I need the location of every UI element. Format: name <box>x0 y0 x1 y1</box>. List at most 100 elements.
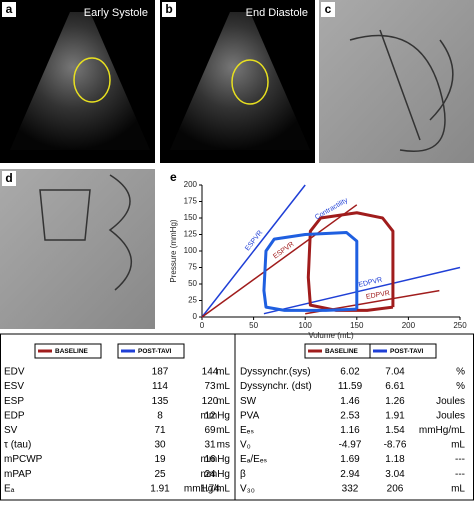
table-cell: ESV <box>4 381 24 392</box>
table-cell: Eₐ/Eₑₛ <box>240 454 268 465</box>
table-cell: Eₑₛ <box>240 425 254 436</box>
table-cell: 69 <box>204 425 216 436</box>
table-cell: 332 <box>342 483 359 494</box>
table-cell: mL <box>216 381 230 392</box>
table-cell: mmHg <box>201 469 230 480</box>
x-tick-label: 0 <box>200 321 205 330</box>
table-cell: EDP <box>4 410 25 421</box>
y-axis-label: Pressure (mmHg) <box>169 219 178 282</box>
table-cell: 12 <box>204 410 216 421</box>
table-cell: 11.59 <box>338 381 363 392</box>
panel-label: b <box>165 2 172 16</box>
x-tick-label: 250 <box>453 321 467 330</box>
table-cell: -8.76 <box>384 440 407 451</box>
table-cell: 31 <box>204 440 216 451</box>
table-cell: 2.53 <box>340 410 360 421</box>
table-cell: β <box>240 469 246 480</box>
table-cell: mmHg/mL <box>184 483 231 494</box>
table-cell: 206 <box>387 483 404 494</box>
table-cell: PVA <box>240 410 260 421</box>
highlight <box>231 59 269 105</box>
relation-line <box>263 266 461 315</box>
legend-box <box>34 343 102 359</box>
table-cell: % <box>456 381 465 392</box>
relation-line <box>201 204 358 318</box>
panel-label: c <box>325 2 332 16</box>
legend-box <box>117 343 185 359</box>
legend-label: POST-TAVI <box>390 348 424 355</box>
y-tick-label: 150 <box>184 213 198 222</box>
table-cell: 71 <box>154 425 166 436</box>
y-tick-label: 25 <box>188 296 197 305</box>
x-tick-label: 150 <box>350 321 364 330</box>
table-cell: mPCWP <box>4 454 43 465</box>
y-tick-label: 175 <box>184 197 198 206</box>
table-cell: τ (tau) <box>4 440 31 451</box>
y-tick-label: 200 <box>184 180 198 189</box>
panel-label: a <box>6 2 13 16</box>
pv-loop <box>262 231 359 312</box>
table-frame <box>0 333 474 501</box>
table-cell: SW <box>240 396 257 407</box>
table-cell: V₃₀ <box>240 483 255 494</box>
table-cell: 187 <box>152 367 169 378</box>
table-cell: mmHg <box>201 410 230 421</box>
table-cell: 73 <box>204 381 216 392</box>
panel-label-box <box>321 2 335 17</box>
table-cell: Dyssynchr.(sys) <box>240 367 311 378</box>
wire <box>349 29 454 152</box>
table-cell: 1.46 <box>340 396 360 407</box>
table-cell: 19 <box>154 454 166 465</box>
table-cell: 144 <box>202 367 219 378</box>
table-cell: 1.91 <box>150 483 170 494</box>
table-cell: Eₐ <box>4 483 15 494</box>
y-tick-label: 75 <box>188 263 197 272</box>
table-cell: mL <box>451 483 465 494</box>
table-cell: % <box>456 367 465 378</box>
table-cell: 1.26 <box>385 396 405 407</box>
table-cell: --- <box>455 454 465 465</box>
table-cell: Joules <box>436 410 465 421</box>
table-cell: mL <box>451 440 465 451</box>
table-cell: mmHg/mL <box>419 425 466 436</box>
legend-box <box>369 343 437 359</box>
table-cell: mL <box>216 396 230 407</box>
table-cell: 1.18 <box>385 454 405 465</box>
table-cell: 114 <box>152 381 168 392</box>
panel-label-box <box>2 2 16 17</box>
table-cell: Dyssynchr. (dst) <box>240 381 312 392</box>
y-tick-label: 125 <box>184 230 198 239</box>
table-cell: mmHg <box>201 454 230 465</box>
x-tick-label: 200 <box>402 321 416 330</box>
table-cell: ESP <box>4 396 24 407</box>
table-cell: 1.91 <box>385 410 405 421</box>
legend-label: POST-TAVI <box>138 348 172 355</box>
y-tick-label: 50 <box>188 279 197 288</box>
panel-label: e <box>170 170 177 184</box>
table-cell: 3.04 <box>385 469 405 480</box>
highlight <box>73 57 111 103</box>
y-tick-label: 100 <box>184 246 198 255</box>
table-cell: 135 <box>152 396 169 407</box>
table-cell: -4.97 <box>339 440 362 451</box>
series-label: EDPVR <box>366 290 391 301</box>
x-tick-label: 50 <box>249 321 258 330</box>
panel-label: d <box>5 171 12 185</box>
fluoro-image <box>319 0 474 163</box>
table-cell: 2.94 <box>340 469 360 480</box>
table-cell: 16 <box>204 454 216 465</box>
table-cell: V₀ <box>240 440 251 451</box>
panel-caption: Early Systole <box>84 7 148 19</box>
legend-label: BASELINE <box>55 348 89 355</box>
table-cell: 6.61 <box>385 381 405 392</box>
table-cell: 120 <box>202 396 219 407</box>
table-cell: Joules <box>436 396 465 407</box>
valve <box>39 174 132 291</box>
y-tick-label: 0 <box>193 312 198 321</box>
echo-sector <box>10 12 150 150</box>
x-tick-label: 100 <box>299 321 313 330</box>
echo-sector <box>170 12 310 150</box>
table-cell: 6.02 <box>340 367 360 378</box>
table-cell: 1.54 <box>385 425 405 436</box>
